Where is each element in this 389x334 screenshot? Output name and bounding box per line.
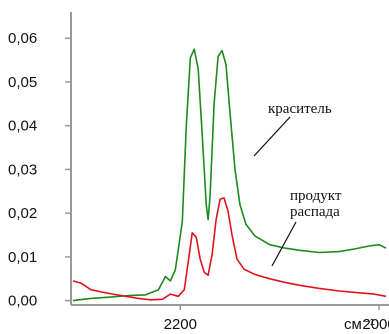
annotation-dye-text: краситель <box>268 101 332 117</box>
x-tick-label: 2000 <box>362 316 389 333</box>
series-layer <box>72 48 387 302</box>
annotation-dye-pointer <box>253 116 291 157</box>
series-line-dye <box>72 48 387 302</box>
y-tick-label: 0,04 <box>8 118 37 135</box>
y-tick-label: 0,00 <box>8 293 37 310</box>
y-tick-label: 0,03 <box>8 161 37 178</box>
x-axis-unit-label: см⁻¹ <box>344 316 375 333</box>
chart-axes <box>70 12 389 306</box>
annotation-product-line1: продукт <box>290 188 342 204</box>
y-tick-label: 0,05 <box>8 74 37 91</box>
y-tick-label: 0,06 <box>8 30 37 47</box>
annotation-product-line2: распада <box>290 204 340 220</box>
y-tick-label: 0,02 <box>8 205 37 222</box>
annotation-product-pointer <box>271 221 297 267</box>
y-ticks: 0,00 0,01 0,02 0,03 0,04 0,05 0,06 <box>8 30 71 310</box>
series-line-decay-product <box>72 197 387 301</box>
annotation-dye: краситель <box>253 101 332 157</box>
x-tick-label: 2200 <box>164 316 197 333</box>
y-tick-label: 0,01 <box>8 249 37 266</box>
x-ticks: 2200 2000 <box>164 305 389 333</box>
annotation-decay-product: продукт распада <box>271 188 342 267</box>
